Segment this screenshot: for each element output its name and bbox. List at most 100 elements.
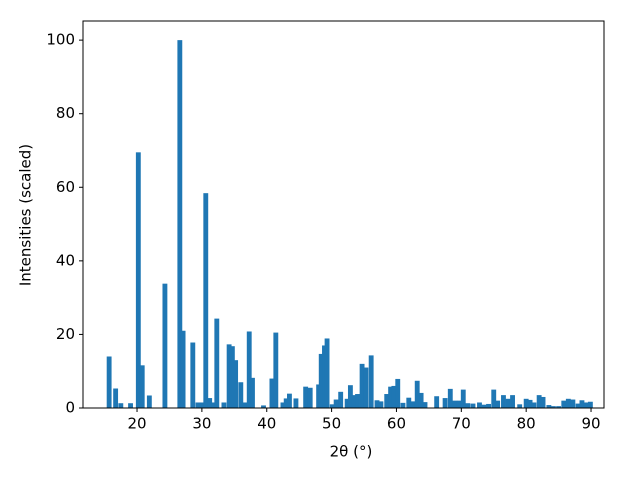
bar: [238, 382, 244, 408]
bar: [491, 389, 497, 408]
bar: [351, 395, 357, 408]
bar: [406, 397, 412, 408]
y-tick-label: 20: [56, 325, 75, 343]
bar: [135, 152, 141, 408]
bar: [250, 377, 255, 408]
bar: [561, 400, 567, 408]
bar: [273, 332, 279, 408]
bar: [324, 338, 330, 408]
y-tick-label: 40: [56, 251, 75, 269]
bar: [329, 404, 335, 408]
y-tick-label: 80: [56, 104, 75, 122]
bar: [363, 367, 369, 408]
bar: [422, 402, 428, 408]
bar: [355, 394, 360, 408]
bar: [344, 398, 350, 408]
bar: [246, 331, 252, 408]
bar: [523, 398, 529, 408]
bar: [233, 360, 239, 408]
bar: [565, 398, 571, 408]
bar: [221, 402, 227, 408]
bar: [556, 406, 562, 408]
bar: [180, 330, 186, 408]
bar: [162, 283, 168, 408]
bar: [106, 356, 112, 408]
bar: [486, 403, 491, 408]
bar: [287, 393, 292, 408]
bar: [501, 395, 506, 408]
bar: [128, 403, 133, 408]
bar: [517, 404, 523, 408]
bar: [540, 396, 546, 408]
bar: [391, 385, 397, 408]
y-tick-label: 100: [46, 31, 75, 49]
bar: [368, 355, 374, 408]
bar: [456, 400, 462, 408]
bar: [190, 342, 196, 408]
bar: [452, 400, 458, 408]
bar: [442, 398, 448, 408]
x-tick-label: 60: [387, 415, 406, 433]
bar: [226, 344, 232, 408]
bar: [384, 394, 390, 408]
bar: [177, 40, 183, 409]
bar: [207, 398, 213, 408]
bar: [395, 378, 401, 408]
bar: [505, 398, 511, 408]
bar: [510, 395, 515, 408]
x-tick-label: 30: [192, 415, 211, 433]
bar: [546, 405, 552, 408]
bar: [550, 406, 556, 408]
bar: [575, 403, 581, 408]
bar: [307, 387, 313, 408]
bar: [447, 388, 453, 408]
x-tick-label: 20: [127, 415, 146, 433]
bar: [261, 405, 266, 408]
bar: [388, 386, 394, 408]
bar: [199, 402, 205, 408]
bar: [418, 392, 424, 408]
bar: [374, 400, 380, 408]
bar: [579, 400, 585, 408]
bar: [118, 403, 124, 408]
y-tick-label: 0: [65, 399, 75, 417]
bar: [214, 318, 220, 408]
bar: [322, 345, 327, 408]
bar: [527, 399, 533, 408]
x-tick-label: 50: [322, 415, 341, 433]
bar: [587, 401, 593, 408]
bar: [477, 402, 482, 408]
bar: [113, 388, 119, 408]
bar: [242, 402, 248, 408]
x-tick-label: 40: [257, 415, 276, 433]
bar: [269, 378, 275, 408]
bar: [359, 363, 365, 408]
bar: [338, 391, 344, 408]
bar: [400, 402, 406, 408]
bar: [410, 401, 416, 408]
bar: [318, 353, 324, 408]
plot-frame: [82, 20, 605, 409]
bar: [229, 346, 235, 408]
x-tick-label: 90: [581, 415, 600, 433]
x-axis-label: 2θ (°): [330, 443, 373, 461]
bar: [536, 395, 542, 408]
bar: [195, 402, 201, 408]
bar: [347, 385, 353, 408]
bar: [283, 398, 289, 408]
bar: [434, 396, 440, 408]
bar: [460, 389, 466, 408]
y-axis-label: Intensities (scaled): [17, 144, 35, 286]
bar: [203, 193, 209, 408]
bar: [570, 399, 576, 408]
x-tick-label: 70: [452, 415, 471, 433]
bar: [495, 400, 501, 408]
bar: [146, 395, 152, 408]
bar: [465, 403, 471, 408]
y-tick-label: 60: [56, 178, 75, 196]
bar: [378, 401, 384, 408]
bar: [139, 365, 145, 408]
bar: [414, 380, 420, 408]
